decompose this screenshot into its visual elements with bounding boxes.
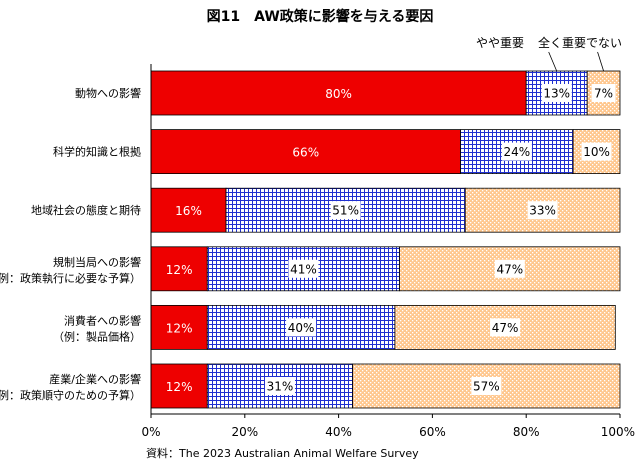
data-label: 12% [166, 380, 193, 394]
category-label: （例：政策執行に必要な予算） [0, 271, 141, 285]
data-label: 31% [267, 380, 294, 394]
data-label-box [288, 259, 319, 278]
data-label: 24% [503, 145, 530, 159]
category-label: （例：製品価格） [53, 329, 141, 343]
bar-1-row-1 [150, 70, 527, 116]
category-label: 動物への影響 [75, 86, 141, 100]
data-label-box [581, 142, 612, 161]
series-label: やや重要 [476, 36, 524, 50]
data-label: 40% [288, 321, 315, 335]
data-label-box [490, 318, 521, 337]
category-label: 規制当局への影響 [53, 255, 141, 269]
data-label: 41% [290, 262, 317, 276]
x-tick-label: 20% [231, 425, 258, 439]
bar-1-row-3 [150, 187, 227, 233]
data-label-box [541, 84, 572, 102]
category-label: （例：政策順守のための予算） [0, 388, 141, 402]
data-label-box [501, 142, 532, 161]
data-label-box [264, 377, 295, 395]
category-label: 消費者への影響 [64, 313, 141, 327]
data-label-box [286, 318, 317, 337]
data-label-box [591, 84, 616, 102]
data-label: 51% [332, 204, 359, 218]
x-tick-label: 0% [141, 425, 160, 439]
bar-1-row-6 [150, 363, 208, 409]
data-label: 57% [473, 380, 500, 394]
data-label-box [471, 377, 502, 395]
category-label: 科学的知識と根拠 [53, 145, 141, 159]
bar-2-row-2 [460, 129, 574, 175]
data-label: 13% [543, 87, 570, 101]
data-label-box [527, 201, 558, 220]
source-note: 資料：The 2023 Australian Animal Welfare Su… [146, 446, 419, 460]
data-label: 10% [583, 145, 610, 159]
data-label: 47% [496, 262, 523, 276]
callout-line [548, 51, 558, 72]
bar-1-row-2 [150, 129, 461, 175]
data-label: 33% [529, 204, 556, 218]
data-label: 47% [492, 321, 519, 335]
bar-1-row-5 [150, 304, 208, 350]
data-label-box [494, 259, 525, 278]
x-tick-label: 80% [513, 425, 540, 439]
category-label: 産業/企業への影響 [49, 372, 141, 386]
bar-1-row-4 [150, 246, 208, 292]
data-label: 16% [175, 204, 202, 218]
data-label: 80% [325, 87, 352, 101]
chart-title: 図11 AW政策に影響を与える要因 [207, 8, 434, 25]
data-label-box [330, 201, 361, 220]
x-tick-label: 40% [325, 425, 352, 439]
data-label: 12% [166, 321, 193, 335]
series-label: 全く重要でない [538, 35, 622, 50]
data-label: 7% [594, 87, 613, 101]
data-label: 12% [166, 263, 193, 277]
category-label: 地域社会の態度と期待 [31, 203, 141, 217]
callout-line [597, 51, 604, 72]
x-tick-label: 60% [419, 425, 446, 439]
x-tick-label: 100% [601, 425, 635, 439]
data-label: 66% [292, 146, 319, 160]
